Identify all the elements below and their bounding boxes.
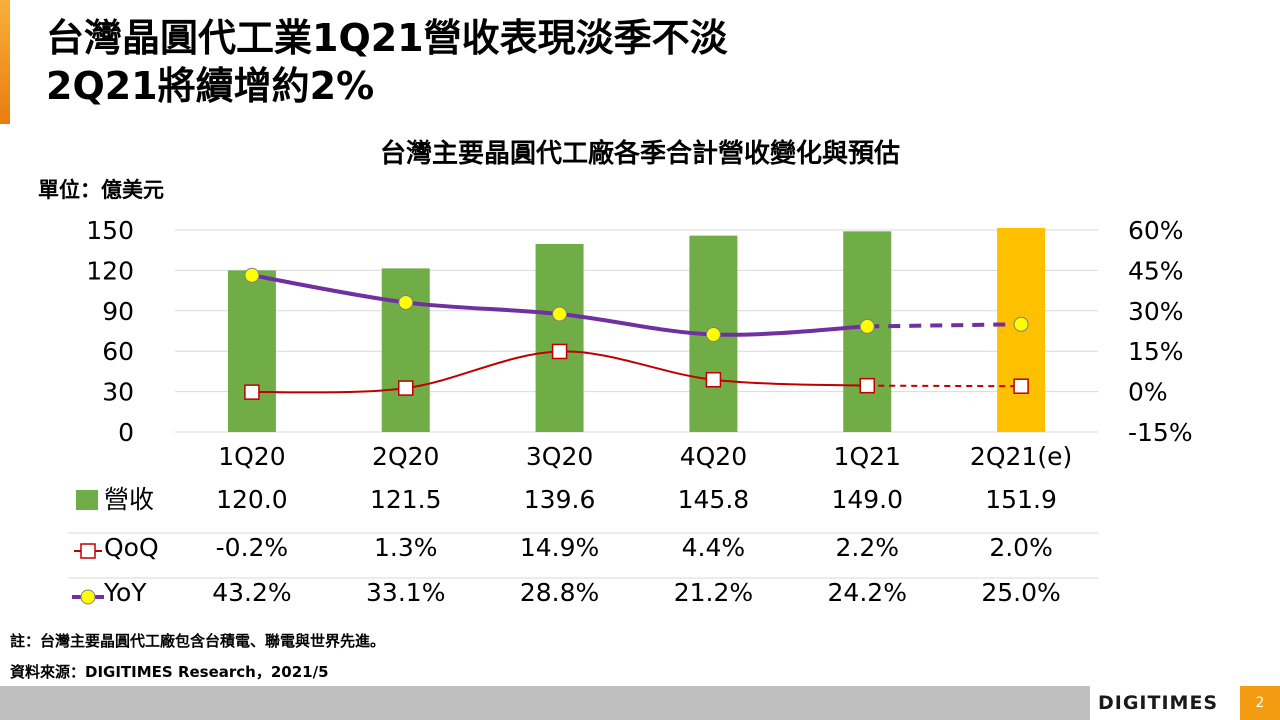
data-label: 121.5 (370, 485, 442, 514)
qoq-forecast-line (867, 384, 1022, 388)
chart-unit-label: 單位：億美元 (38, 178, 164, 202)
x-category-label: 4Q20 (680, 442, 747, 471)
brand-logo: DIGITIMES (1098, 692, 1219, 714)
y-right-tick-label: 15% (1128, 337, 1184, 366)
qoq-point (244, 384, 260, 400)
slide-title-line-1: 台灣晶圓代工業1Q21營收表現淡季不淡 (46, 16, 728, 60)
data-label: 120.0 (216, 485, 288, 514)
data-label: 4.4% (682, 533, 746, 562)
qoq-point (1013, 378, 1029, 394)
slide-title-line-2: 2Q21將續增約2% (46, 64, 375, 108)
qoq-point (859, 377, 875, 394)
y-right-tick-label: -15% (1128, 418, 1193, 447)
axes: 150 60% 120 45% 90 30% 60 15% 30 0% 0 -15% 1Q20 2Q20 3… (86, 216, 1192, 471)
x-category-label: 1Q20 (218, 442, 285, 471)
legend-key-yoy-marker (80, 589, 96, 605)
data-label: 145.8 (678, 485, 750, 514)
yoy-point (244, 267, 260, 283)
qoq-point (551, 343, 568, 360)
y-right-tick-label: 60% (1128, 216, 1184, 245)
data-label: 1.3% (374, 533, 438, 562)
data-label: 25.0% (981, 578, 1060, 607)
footnote: 註：台灣主要晶圓代工廠包含台積電、聯電與世界先進。 (10, 632, 386, 650)
yoy-point (398, 294, 414, 310)
y-left-tick-label: 60 (102, 337, 134, 366)
yoy-point (859, 318, 875, 334)
legend-key-revenue (76, 490, 98, 510)
revenue-bar (227, 270, 276, 432)
chart-title: 台灣主要晶圓代工廠各季合計營收變化與預估 (380, 138, 900, 169)
x-category-label: 3Q20 (526, 442, 593, 471)
y-right-tick-label: 45% (1128, 256, 1184, 285)
legend-key-qoq-marker (80, 543, 96, 559)
y-left-tick-label: 0 (118, 418, 134, 447)
slide-title: 台灣晶圓代工業1Q21營收表現淡季不淡 2Q21將續增約2% (46, 14, 1226, 110)
revenue-bar (381, 268, 430, 432)
y-left-tick-label: 150 (86, 216, 134, 245)
y-right-tick-label: 0% (1128, 378, 1168, 407)
legend-label-yoy: YoY (103, 578, 147, 607)
data-label: 2.0% (989, 533, 1053, 562)
legend-label-營收: 營收 (104, 485, 154, 514)
page-number: 2 (1240, 686, 1280, 720)
data-label: -0.2% (216, 533, 289, 562)
data-label: 21.2% (674, 578, 753, 607)
data-label: 28.8% (520, 578, 599, 607)
source-note: 資料來源：DIGITIMES Research，2021/5 (10, 663, 329, 681)
data-label: 139.6 (524, 485, 596, 514)
yoy-point (705, 327, 721, 343)
revenue-bar (535, 244, 584, 432)
x-category-label: 2Q20 (372, 442, 439, 471)
x-category-label: 2Q21(e) (970, 442, 1072, 471)
revenue-chart: 台灣主要晶圓代工廠各季合計營收變化與預估 單位：億美元 150 60% 120 45%… (38, 138, 1193, 607)
data-label: 14.9% (520, 533, 599, 562)
y-right-tick-label: 30% (1128, 297, 1184, 326)
footer-band (0, 686, 1090, 720)
data-table: 營收 120.0 121.5 139.6 145.8 149.0 151.9 QoQ -0.2%… (68, 485, 1098, 607)
x-category-label: 1Q21 (834, 442, 901, 471)
revenue-bars (227, 228, 1046, 432)
y-left-tick-label: 120 (86, 256, 134, 285)
data-label: 24.2% (828, 578, 907, 607)
data-label: 33.1% (366, 578, 445, 607)
gridlines (175, 229, 1098, 433)
data-label: 43.2% (212, 578, 291, 607)
yoy-forecast-line (867, 322, 1022, 329)
data-label: 149.0 (831, 485, 903, 514)
y-left-tick-label: 90 (102, 297, 134, 326)
yoy-point (552, 306, 568, 322)
accent-bar (0, 0, 10, 124)
data-label: 151.9 (985, 485, 1057, 514)
y-left-tick-label: 30 (102, 378, 134, 407)
qoq-point (398, 380, 414, 396)
data-label: 2.2% (835, 533, 899, 562)
yoy-point (1013, 316, 1029, 332)
growth-lines (244, 267, 1029, 400)
qoq-point (705, 371, 722, 388)
legend-label-qoq: QoQ (104, 533, 159, 562)
